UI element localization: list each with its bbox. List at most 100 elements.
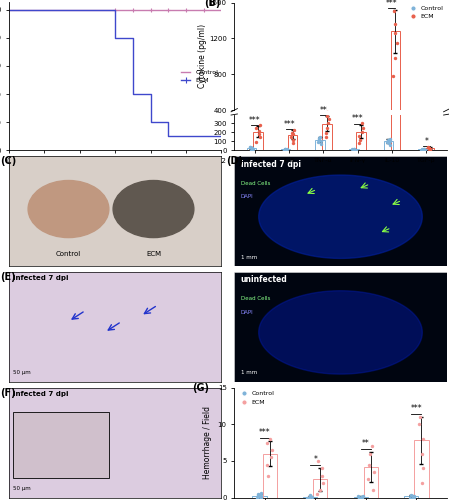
Point [318, 140, 325, 147]
Point [420, 141, 427, 149]
Bar [356, 127, 366, 146]
Point [418, 145, 426, 153]
Point [324, 120, 331, 128]
Bar [425, 144, 435, 146]
Text: infected 7 dpi: infected 7 dpi [241, 160, 301, 168]
Bar [315, 136, 325, 146]
Text: *: * [313, 454, 317, 464]
Bar [384, 141, 393, 150]
Text: ***: *** [410, 404, 422, 413]
Point [316, 130, 323, 138]
Bar [303, 497, 317, 498]
Point [325, 110, 332, 118]
Point [289, 124, 296, 132]
FancyBboxPatch shape [13, 412, 109, 478]
Point [255, 127, 263, 135]
Point [253, 138, 260, 146]
Point [392, 58, 399, 66]
Point [290, 135, 297, 143]
Text: (B): (B) [204, 0, 221, 8]
Point [420, 145, 427, 153]
Point [264, 460, 271, 468]
Bar [322, 120, 332, 146]
Point [390, 76, 397, 84]
Bar [425, 148, 435, 150]
Point [386, 137, 393, 145]
Bar [313, 479, 327, 498]
Bar [263, 454, 277, 498]
Point [247, 142, 254, 150]
Point [314, 457, 321, 465]
Point [406, 494, 414, 500]
Point [358, 120, 365, 128]
Point [350, 140, 357, 148]
Point [289, 136, 296, 144]
Point [352, 146, 360, 154]
Point [256, 117, 264, 125]
Point [306, 492, 313, 500]
Point [306, 493, 313, 500]
Point [290, 122, 297, 130]
X-axis label: Days post infection: Days post infection [78, 170, 152, 178]
Point [257, 493, 264, 500]
Point [249, 140, 256, 148]
Point [354, 492, 361, 500]
Legend: Control, ECM: Control, ECM [238, 391, 275, 405]
Point [425, 144, 432, 152]
Point [248, 144, 255, 152]
Point [384, 136, 392, 144]
Point [304, 494, 311, 500]
Point [281, 145, 288, 153]
Point [317, 132, 325, 140]
Point [282, 142, 290, 150]
Text: Dead Cells: Dead Cells [241, 180, 270, 186]
Point [250, 145, 257, 153]
Point [365, 460, 372, 468]
Point [289, 132, 296, 140]
Point [282, 146, 290, 154]
Point [250, 141, 257, 149]
Point [247, 144, 254, 152]
Point [419, 435, 427, 443]
Point [359, 494, 366, 500]
Point [350, 146, 357, 154]
Text: ***: *** [259, 428, 270, 437]
Point [253, 119, 260, 127]
Point [282, 145, 289, 153]
Point [283, 145, 291, 153]
Point [415, 420, 422, 428]
Point [323, 129, 330, 137]
Point [425, 140, 432, 148]
Point [317, 486, 324, 494]
Bar [384, 136, 393, 146]
Point [323, 108, 330, 116]
Point [385, 135, 392, 143]
Point [350, 141, 357, 149]
Point [411, 492, 418, 500]
Point [358, 128, 365, 136]
Point [386, 141, 393, 149]
Point [358, 124, 365, 132]
Point [253, 494, 260, 500]
Point [323, 124, 330, 132]
Point [356, 140, 363, 147]
Point [420, 140, 427, 148]
Text: (F): (F) [0, 388, 16, 398]
Point [304, 494, 312, 500]
Point [316, 134, 323, 142]
Point [247, 139, 254, 147]
Point [316, 131, 323, 139]
Point [315, 138, 322, 146]
Point [358, 115, 365, 123]
Text: 1 mm: 1 mm [241, 370, 257, 375]
Point [356, 136, 363, 144]
Point [420, 145, 427, 153]
Point [351, 142, 358, 150]
Bar [391, 31, 400, 146]
Text: DAPI: DAPI [241, 310, 253, 316]
Point [281, 141, 288, 149]
Point [281, 142, 288, 150]
Point [308, 493, 315, 500]
Text: ***: *** [283, 120, 295, 129]
Bar [322, 124, 332, 150]
